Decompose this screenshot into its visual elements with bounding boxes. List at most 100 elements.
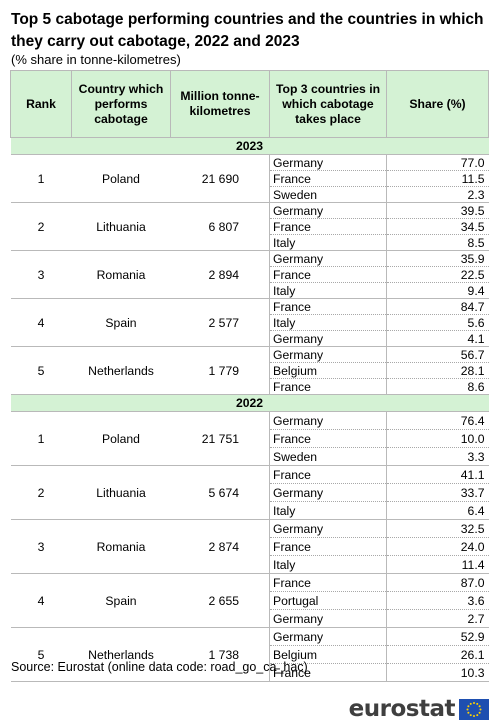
eurostat-wordmark: eurostat [348,696,456,722]
share-cell: 84.7 [386,298,489,315]
country-cell: Spain [105,593,137,608]
partner-country-cell: France [269,170,387,187]
partner-country-cell: France [269,663,387,682]
cabotage-table: Rank Country which performs cabotage Mil… [10,70,489,682]
rank-cell: 1 [37,431,45,446]
partner-country-cell: Italy [269,234,387,251]
table-row: Belgium 28.1 [11,362,489,379]
share-cell: 2.3 [386,186,489,203]
partner-country-cell: Germany [269,346,387,363]
flag-star [466,708,469,710]
rank-cell: 4 [37,593,45,608]
country-group: 3 Romania 2 874 Germany 32.5 France 24.0 Italy 1… [10,519,489,574]
flag-star [467,711,470,714]
share-cell: 35.9 [386,250,489,267]
table-row: France 10.0 [11,429,489,448]
partner-country-cell: Portugal [269,591,387,610]
partner-country-cell: France [269,378,387,395]
table-row: Italy 6.4 [11,501,489,520]
share-cell: 24.0 [386,537,489,556]
share-cell: 32.5 [386,519,489,538]
country-group: 5 Netherlands 1 779 Germany 56.7 Belgium 28.1 F… [10,346,489,395]
share-cell: 6.4 [386,501,489,520]
flag-star [469,702,472,705]
country-group: 3 Romania 2 894 Germany 35.9 France 22.5 Italy 9… [10,250,489,299]
table-row: 5 Netherlands 1 779 Germany 56.7 [11,346,489,378]
header-million-tkm: Million tonne-kilometres [170,70,270,138]
partner-country-cell: Belgium [269,645,387,664]
table-row: 3 Romania 2 874 Germany 32.5 [11,519,489,554]
table-row: France 24.0 [11,537,489,556]
partner-country-cell: Germany [269,330,387,347]
share-cell: 3.6 [386,591,489,610]
share-cell: 11.5 [386,170,489,187]
partner-country-cell: France [269,429,387,448]
country-cell: Netherlands [88,363,154,378]
flag-star [478,711,481,714]
table-row: Italy 8.5 [11,234,489,251]
partner-country-cell: Belgium [269,362,387,379]
table-row: Sweden 2.3 [11,186,489,203]
country-group: 2 Lithuania 5 674 France 41.1 Germany 33.7 Ital… [10,465,489,520]
table-row: Germany 33.7 [11,483,489,502]
table-row: 1 Poland 21 690 Germany 77.0 [11,154,489,186]
share-cell: 28.1 [386,362,489,379]
partner-country-cell: Germany [269,250,387,267]
share-cell: 26.1 [386,645,489,664]
header-rank: Rank [10,70,72,138]
country-cell: Netherlands [88,647,154,662]
rank-cell: 2 [37,485,45,500]
header-country: Country which performs cabotage [71,70,171,138]
share-cell: 56.7 [386,346,489,363]
country-cell: Poland [102,431,140,446]
table-row: Belgium 26.1 [11,645,489,664]
partner-country-cell: Italy [269,282,387,299]
rank-cell: 3 [37,539,45,554]
country-group: 1 Poland 21 690 Germany 77.0 France 11.5 Sweden… [10,154,489,203]
table-row: 2 Lithuania 5 674 France 41.1 [11,465,489,500]
tkm-cell: 21 751 [201,431,239,446]
share-cell: 41.1 [386,465,489,484]
partner-country-cell: France [269,573,387,592]
year-row: 2022 [10,394,489,412]
flag-star [473,701,475,704]
tkm-cell: 2 655 [208,593,240,608]
eu-flag-icon [459,698,489,720]
rank-cell: 1 [37,171,45,186]
table-row: France 10.3 [11,663,489,682]
tkm-cell: 2 894 [208,267,240,282]
tkm-cell: 21 690 [201,171,239,186]
header-top3: Top 3 countries in which cabotage takes … [269,70,387,138]
partner-country-cell: Italy [269,501,387,520]
partner-country-cell: France [269,465,387,484]
partner-country-cell: France [269,298,387,315]
table-row: 4 Spain 2 577 France 84.7 [11,298,489,330]
partner-country-cell: Italy [269,555,387,574]
year-row: 2023 [10,137,489,155]
table-row: Italy 9.4 [11,282,489,299]
year-label: 2023 [10,137,489,155]
table-row: Portugal 3.6 [11,591,489,610]
partner-country-cell: Germany [269,483,387,502]
country-cell: Lithuania [96,219,146,234]
share-cell: 8.5 [386,234,489,251]
share-cell: 39.5 [386,202,489,219]
partner-country-cell: Sweden [269,447,387,466]
share-cell: 76.4 [386,411,489,430]
partner-country-cell: Germany [269,519,387,538]
tkm-cell: 1 738 [208,647,240,662]
country-group: 5 Netherlands 1 738 Germany 52.9 Belgium 26.1 F… [10,627,489,682]
tkm-cell: 2 874 [208,539,240,554]
share-cell: 8.6 [386,378,489,395]
flag-star [469,713,472,716]
share-cell: 10.3 [386,663,489,682]
share-cell: 10.0 [386,429,489,448]
partner-country-cell: Germany [269,411,387,430]
share-cell: 4.1 [386,330,489,347]
eurostat-logo: eurostat [349,696,489,722]
year-label: 2022 [10,394,489,412]
share-cell: 77.0 [386,154,489,171]
partner-country-cell: France [269,537,387,556]
partner-country-cell: France [269,218,387,235]
flag-star [479,708,482,710]
